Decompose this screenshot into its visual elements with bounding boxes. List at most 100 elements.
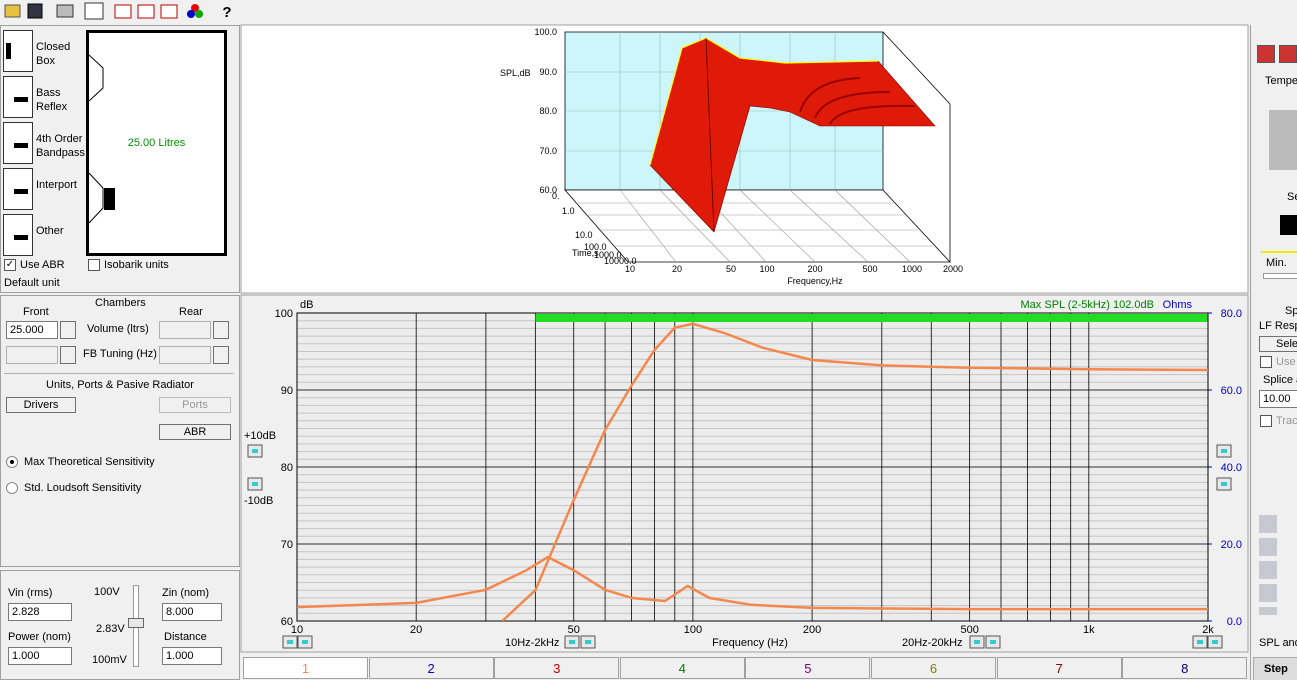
- right-text: Min.: [1266, 257, 1287, 269]
- time-tick-label: 10000.0: [604, 256, 637, 266]
- z-tick-label: 90.0: [539, 67, 557, 77]
- time-tick-label: 1000.0: [594, 250, 622, 260]
- freq-tick-label: 1000: [902, 264, 922, 274]
- right-checkbox: Trac: [1260, 415, 1297, 428]
- enclosure-label[interactable]: Interport: [36, 179, 77, 191]
- arrow-icon: [569, 640, 575, 644]
- y-tick-label: 90: [281, 385, 293, 397]
- icon[interactable]: [1279, 45, 1297, 63]
- x-tick-label: 500: [960, 624, 978, 636]
- front-fb: [6, 346, 58, 364]
- freq-tick-label: 200: [807, 264, 822, 274]
- splice-field[interactable]: 10.00: [1259, 390, 1297, 408]
- units-title: Units, Ports & Pasive Radiator: [46, 379, 194, 391]
- spin: [213, 346, 229, 364]
- radio-max[interactable]: Max Theoretical Sensitivity: [6, 456, 155, 469]
- freq-axis-label: Frequency,Hz: [787, 276, 843, 286]
- enclosure-icon[interactable]: [3, 214, 33, 256]
- freq-tick-label: 100: [759, 264, 774, 274]
- rear-label: Rear: [179, 306, 203, 318]
- tab[interactable]: 2: [368, 657, 494, 679]
- response-curve: [501, 322, 1208, 621]
- spin: [60, 346, 76, 364]
- freq-tick-label: 50: [726, 264, 736, 274]
- ports-button: Ports: [159, 397, 231, 413]
- enclosure-icon[interactable]: [3, 122, 33, 164]
- fb-label: FB Tuning (Hz): [83, 348, 157, 360]
- x-tick-label: 20: [410, 624, 422, 636]
- toolbar: [0, 0, 1297, 24]
- use-abr-checkbox[interactable]: ✓ Use ABR: [4, 259, 65, 272]
- max-spl-band: [535, 314, 1208, 322]
- vin-field[interactable]: 2.828: [8, 603, 72, 621]
- enclosure-label[interactable]: Bass Reflex: [36, 87, 68, 113]
- x-tick-label: 50: [568, 624, 580, 636]
- tab[interactable]: 5: [745, 657, 871, 679]
- enclosure-icon[interactable]: [3, 168, 33, 210]
- tab[interactable]: 4: [619, 657, 745, 679]
- rear-fb: [159, 346, 211, 364]
- tab[interactable]: 6: [871, 657, 996, 679]
- slider-thumb[interactable]: [128, 618, 144, 628]
- freq-tick-label: 20: [672, 264, 682, 274]
- curve-buttons[interactable]: [1259, 515, 1277, 615]
- arrow-icon: [585, 640, 591, 644]
- slider[interactable]: [1263, 273, 1297, 279]
- v-min: 100mV: [92, 654, 127, 666]
- power-field[interactable]: 1.000: [8, 647, 72, 665]
- right-text: Use: [1276, 356, 1296, 368]
- bar: [1261, 251, 1297, 253]
- enclosure-label[interactable]: Closed Box: [36, 41, 71, 67]
- right-text: SPL and: [1259, 637, 1297, 649]
- right-tab[interactable]: Step: [1253, 657, 1297, 680]
- enclosure-icon[interactable]: [3, 30, 33, 72]
- front-volume[interactable]: 25.000: [6, 321, 58, 339]
- arrow-icon: [287, 640, 293, 644]
- enclosure-preview: 25.00 Litres: [86, 30, 227, 256]
- volume-label: 25.00 Litres: [127, 137, 186, 149]
- time-axis-label: Time,s: [572, 248, 599, 258]
- zin-field[interactable]: 8.000: [162, 603, 222, 621]
- time-tick-label: 1.0: [562, 206, 575, 216]
- tab[interactable]: 8: [1122, 657, 1248, 679]
- max-spl-label: Max SPL (2-5kHz) 102.0dB: [1021, 299, 1154, 311]
- tab[interactable]: 7: [996, 657, 1122, 679]
- range-right: 20Hz-20kHz: [902, 637, 963, 649]
- v-max: 100V: [94, 586, 120, 598]
- radio-std[interactable]: Std. Loudsoft Sensitivity: [6, 482, 141, 495]
- right-text: Sele: [1287, 191, 1297, 203]
- right-text: Trac: [1276, 415, 1297, 427]
- time-tick-label: 0.: [552, 191, 560, 201]
- distance-field[interactable]: 1.000: [162, 647, 222, 665]
- tab[interactable]: 3: [494, 657, 620, 679]
- abr-button[interactable]: ABR: [159, 424, 231, 440]
- drivers-button[interactable]: Drivers: [6, 397, 76, 413]
- zin-label: Zin (nom): [162, 587, 210, 599]
- arrow-icon: [1212, 640, 1218, 644]
- y2-tick-label: 0.0: [1227, 616, 1242, 628]
- y-tick-label: 80: [281, 462, 293, 474]
- y-tick-label: 60: [281, 616, 293, 628]
- tab[interactable]: 1: [243, 657, 368, 679]
- select-button[interactable]: Sele: [1259, 336, 1297, 352]
- x-tick-label: 100: [684, 624, 702, 636]
- isobarik-checkbox[interactable]: Isobarik units: [88, 259, 169, 272]
- enclosure-label[interactable]: Other: [36, 225, 64, 237]
- icon[interactable]: [1257, 45, 1275, 63]
- arrow-icon: [1221, 449, 1227, 453]
- rear-volume: [159, 321, 211, 339]
- toolbar-icons[interactable]: ?: [4, 2, 232, 21]
- svg-text:?: ?: [222, 4, 231, 21]
- enclosure-icon[interactable]: [3, 76, 33, 118]
- freq-tick-label: 500: [862, 264, 877, 274]
- swatch: [1280, 215, 1297, 235]
- gain-down: -10dB: [244, 495, 273, 507]
- y2-tick-label: 20.0: [1221, 539, 1242, 551]
- front-label: Front: [23, 306, 49, 318]
- spin[interactable]: [60, 321, 76, 339]
- arrow-icon: [974, 640, 980, 644]
- time-tick-label: 10.0: [575, 230, 593, 240]
- enclosure-label[interactable]: 4th Order Bandpass: [36, 133, 85, 159]
